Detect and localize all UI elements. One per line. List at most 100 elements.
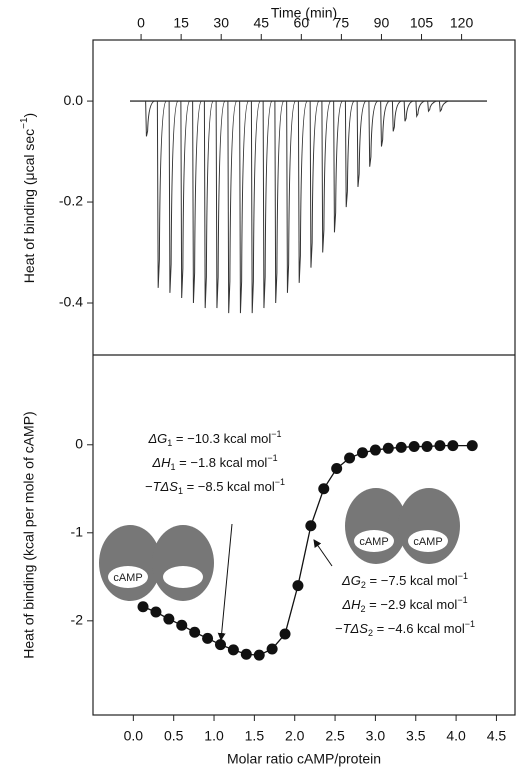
x-tick-label: 2.5 [325, 728, 345, 744]
data-point [292, 580, 303, 591]
injection-peak [146, 101, 155, 136]
injection-peak [216, 101, 225, 308]
x-tick-label: 4.0 [446, 728, 466, 744]
y-axis-title: Heat of binding (kcal per mole of cAMP) [21, 411, 37, 658]
injection-peak [228, 101, 237, 313]
annotation-symbol: ΔG [147, 431, 167, 446]
data-point [138, 601, 149, 612]
annotation: −TΔS2 = −4.6 kcal mol−1 [335, 619, 475, 638]
injection-peak [275, 101, 284, 303]
x-tick-label: 15 [173, 15, 189, 31]
x-tick-label: 3.0 [366, 728, 386, 744]
data-point [396, 442, 407, 453]
data-point [215, 639, 226, 650]
x-tick-label: 1.5 [245, 728, 265, 744]
annotation-sup: −1 [275, 477, 285, 487]
data-point [280, 629, 291, 640]
y-axis-title-end: ) [21, 113, 37, 118]
arrow [221, 524, 232, 640]
y-tick-label: -0.2 [59, 193, 83, 209]
annotation-sup: −1 [457, 595, 467, 605]
annotation: ΔG2 = −7.5 kcal mol−1 [341, 571, 468, 590]
arrow [314, 540, 332, 566]
y-tick-label: 0 [75, 435, 83, 451]
data-point [241, 649, 252, 660]
annotation: ΔH2 = −2.9 kcal mol−1 [341, 595, 467, 614]
injection-peak [298, 101, 307, 283]
injection-peak [439, 101, 448, 111]
x-tick-label: 3.5 [406, 728, 426, 744]
y-tick-label: -0.4 [59, 294, 83, 310]
diagram-label: cAMP [113, 572, 142, 584]
x-tick-label: 120 [450, 15, 474, 31]
data-point [163, 614, 174, 625]
injection-peak [193, 101, 202, 303]
x-tick-label: 90 [374, 15, 390, 31]
annotation-text: = −1.8 kcal mol [176, 455, 268, 470]
data-point [357, 447, 368, 458]
data-point [305, 520, 316, 531]
injection-peak [428, 101, 437, 111]
data-point [202, 633, 213, 644]
injection-peak [204, 101, 213, 308]
injection-peak [240, 101, 249, 313]
data-point [434, 440, 445, 451]
annotation-text: = −10.3 kcal mol [172, 431, 271, 446]
injection-peak [310, 101, 319, 268]
data-point [176, 620, 187, 631]
x-tick-label: 0.5 [164, 728, 184, 744]
injection-peak [157, 101, 166, 288]
injection-peak [251, 101, 260, 313]
data-point [254, 650, 265, 661]
y-axis-title-sup: −1 [19, 117, 30, 129]
annotation-text: = −4.6 kcal mol [373, 621, 465, 636]
injection-peak [263, 101, 272, 308]
injection-peak [404, 101, 413, 121]
data-point [409, 441, 420, 452]
diagram-one-bound [99, 525, 214, 601]
diagram-two-bound [345, 488, 460, 564]
data-point [331, 463, 342, 474]
annotation: ΔG1 = −10.3 kcal mol−1 [147, 429, 281, 448]
annotation-symbol: ΔG [341, 573, 361, 588]
y-tick-label: 0.0 [64, 92, 84, 108]
data-point [422, 441, 433, 452]
annotation: −TΔS1 = −8.5 kcal mol−1 [145, 477, 285, 496]
annotation-text: = −7.5 kcal mol [366, 573, 458, 588]
y-tick-label: -1 [71, 524, 84, 540]
annotation-symbol: ΔH [151, 455, 171, 470]
injection-peak [345, 101, 354, 207]
data-point [370, 445, 381, 456]
data-point [228, 644, 239, 655]
x-tick-label: 75 [334, 15, 350, 31]
annotation-symbol: −TΔS [145, 479, 178, 494]
data-point [318, 483, 329, 494]
injection-peak [322, 101, 331, 252]
data-point [267, 643, 278, 654]
injection-peak [392, 101, 401, 131]
annotation: ΔH1 = −1.8 kcal mol−1 [151, 453, 277, 472]
annotation-text: = −2.9 kcal mol [366, 597, 458, 612]
x-tick-label: 30 [213, 15, 229, 31]
y-axis-title-text: Heat of binding (μcal sec [21, 129, 37, 283]
injection-peak [381, 101, 390, 146]
x-tick-label: 4.5 [487, 728, 507, 744]
injection-peak [169, 101, 178, 293]
injection-peak [357, 101, 366, 187]
diagram-label: cAMP [413, 536, 442, 548]
data-point [447, 440, 458, 451]
y-tick-label: -2 [71, 612, 84, 628]
annotation-sup: −1 [458, 571, 468, 581]
x-tick-label: 1.0 [204, 728, 224, 744]
x-tick-label: 60 [294, 15, 310, 31]
diagram-label: cAMP [359, 536, 388, 548]
injection-peak [416, 101, 425, 116]
annotation-symbol: ΔH [341, 597, 361, 612]
chart: Time (min) Molar ratio cAMP/protein Heat… [0, 0, 528, 772]
data-point [189, 627, 200, 638]
annotation-symbol: −TΔS [335, 621, 368, 636]
x-tick-label: 0.0 [124, 728, 144, 744]
annotation-sup: −1 [271, 429, 281, 439]
x-tick-label: 45 [253, 15, 269, 31]
data-point [150, 607, 161, 618]
